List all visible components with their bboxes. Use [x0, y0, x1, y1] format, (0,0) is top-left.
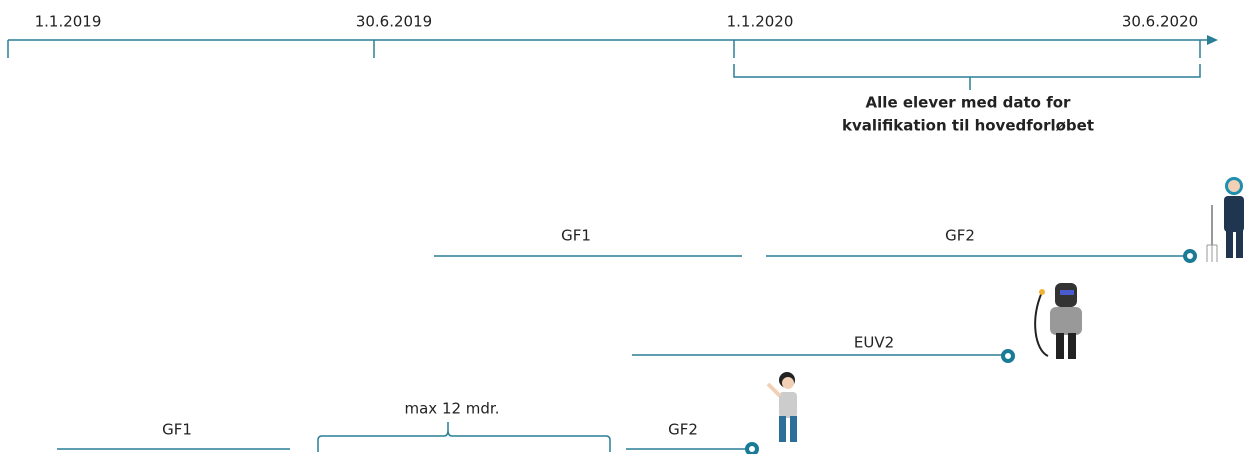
segment-label: GF1 [162, 421, 192, 439]
end-marker [1185, 251, 1195, 261]
diagram: 1.1.2019 30.6.2019 1.1.2020 30.6.2020 Al… [0, 0, 1252, 454]
segment-label: max 12 mdr. [405, 400, 500, 418]
date-label: 1.1.2020 [727, 13, 794, 31]
segment-label: GF2 [668, 421, 698, 439]
farmer-icon [1207, 177, 1244, 262]
segment-label: EUV2 [854, 334, 894, 352]
bracket-label: kvalifikation til hovedforløbet [842, 117, 1094, 135]
date-label: 30.6.2020 [1122, 13, 1198, 31]
welder-icon [1035, 283, 1082, 359]
date-label: 1.1.2019 [35, 13, 102, 31]
end-marker [747, 444, 757, 454]
bracket-label: Alle elever med dato for [866, 94, 1071, 112]
end-marker [1003, 351, 1013, 361]
timeline-arrow [1207, 35, 1218, 45]
bracket [318, 422, 610, 452]
bracket [734, 64, 1200, 90]
student-icon [768, 372, 797, 442]
segment-label: GF1 [561, 227, 591, 245]
segment-label: GF2 [945, 227, 975, 245]
date-label: 30.6.2019 [356, 13, 432, 31]
